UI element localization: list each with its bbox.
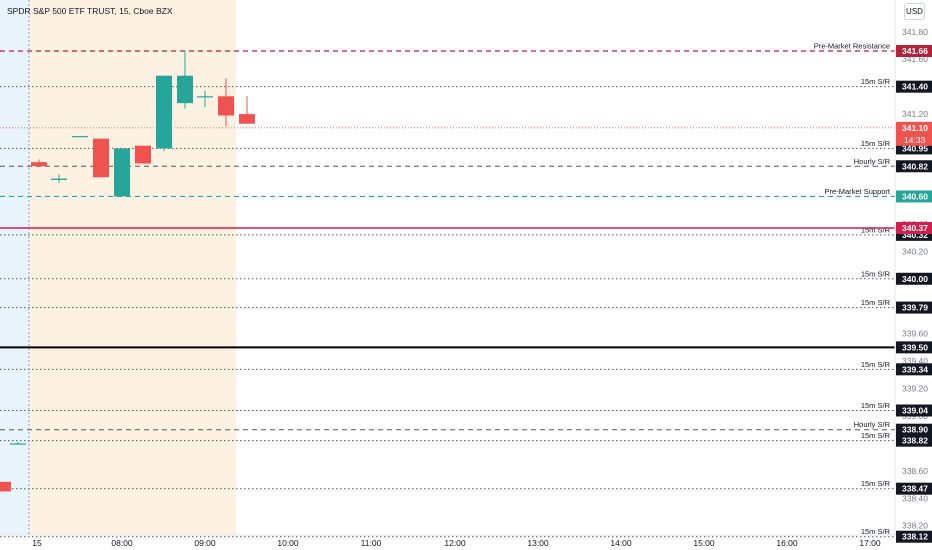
sr-level-label: 15m S/R xyxy=(861,77,891,86)
x-tick-label: 15 xyxy=(32,538,42,548)
x-tick-label: 14:00 xyxy=(610,538,632,548)
candle-body xyxy=(177,75,193,104)
chart-title: SPDR S&P 500 ETF TRUST, 15, Cboe BZX xyxy=(7,6,173,16)
sr-level-label: 15m S/R xyxy=(861,479,891,488)
candle-body xyxy=(114,148,130,197)
y-tick-label: 338.20 xyxy=(902,521,928,531)
y-tick-label: 339.60 xyxy=(902,329,928,339)
y-tick-label: 341.80 xyxy=(902,27,928,37)
price-badge xyxy=(896,363,932,376)
y-tick-label: 338.60 xyxy=(902,466,928,476)
price-badge-label: 338.90 xyxy=(902,425,928,435)
x-tick-label: 17:00 xyxy=(859,538,881,548)
price-badge xyxy=(896,482,932,495)
price-badge-label: 339.50 xyxy=(902,342,928,352)
price-badge-label: 341.66 xyxy=(902,46,928,56)
y-tick-label: 341.60 xyxy=(902,54,928,64)
price-badge xyxy=(896,341,932,354)
sr-level-label: 15m S/R xyxy=(861,360,891,369)
candle-body xyxy=(197,96,213,98)
price-badge-label: 339.04 xyxy=(902,405,928,415)
price-badge-label: 341.40 xyxy=(902,82,928,92)
sr-level-label: 15m S/R xyxy=(861,269,891,278)
candle-body xyxy=(135,145,151,164)
price-badge-label: 340.82 xyxy=(902,161,928,171)
price-badge xyxy=(896,404,932,417)
currency-button[interactable]: USD xyxy=(904,3,925,20)
candle-body xyxy=(31,162,47,167)
x-tick-label: 08:00 xyxy=(111,538,133,548)
candle-body xyxy=(93,138,109,178)
price-badge xyxy=(896,45,932,57)
y-tick-label: 338.40 xyxy=(902,493,928,503)
price-badge-label: 340.00 xyxy=(902,274,928,284)
price-badge-label: 338.12 xyxy=(902,532,928,542)
y-tick-label: 339.20 xyxy=(902,384,928,394)
pivot-badge-label: 340.37 xyxy=(902,223,928,233)
sr-level-label: 15m S/R xyxy=(861,401,891,410)
sr-level-label: 15m S/R xyxy=(861,431,891,440)
price-badge-label: 338.82 xyxy=(902,436,928,446)
countdown-label: 14:33 xyxy=(904,135,926,145)
price-badge xyxy=(896,190,932,203)
x-tick-label: 15:00 xyxy=(693,538,715,548)
price-badges: 341.66341.40340.95340.82340.60340.32340.… xyxy=(896,45,932,543)
price-axis[interactable]: 338.20338.40338.60338.80339.00339.20339.… xyxy=(894,0,928,535)
time-axis[interactable]: 15 08:00 09:00 10:00 11:00 12:00 13:00 14:00 15:… xyxy=(0,534,932,548)
price-badge xyxy=(896,80,932,93)
y-tick-label: 340.20 xyxy=(902,246,928,256)
sr-level-label: 15m S/R xyxy=(861,225,891,234)
price-badge-label: 340.60 xyxy=(902,191,928,201)
x-tick-label: 09:00 xyxy=(194,538,216,548)
price-badge-label: 339.34 xyxy=(902,364,928,374)
premarket-session-shade xyxy=(29,0,236,535)
x-tick-label: 11:00 xyxy=(361,538,382,548)
x-tick-label: 13:00 xyxy=(527,538,549,548)
sr-level-label: Hourly S/R xyxy=(854,157,891,166)
price-badge xyxy=(896,301,932,314)
last-price-badge xyxy=(896,121,932,146)
candle-body xyxy=(156,75,172,149)
x-tick-label: 16:00 xyxy=(776,538,798,548)
price-badge-label: 340.95 xyxy=(902,143,928,153)
sr-level-label: Pre-Market Resistance xyxy=(814,42,890,51)
price-badge-label: 338.47 xyxy=(902,484,928,494)
candle-body xyxy=(218,96,234,116)
price-badge xyxy=(896,160,932,173)
sr-level-label: Pre-Market Support xyxy=(825,187,891,196)
y-tick-label: 339.40 xyxy=(902,356,928,366)
pivot-badge xyxy=(896,222,932,234)
sr-level-label: 15m S/R xyxy=(861,298,891,307)
last-price-label: 341.10 xyxy=(902,123,928,133)
candle-body xyxy=(10,443,26,445)
sr-level-label: 15m S/R xyxy=(861,139,891,148)
price-badge xyxy=(896,434,932,447)
candle-body xyxy=(0,481,11,492)
price-badge-label: 339.79 xyxy=(902,303,928,313)
sr-level-label: 15m S/R xyxy=(861,527,891,536)
session-shading xyxy=(0,0,236,535)
candles xyxy=(0,51,255,492)
candle-body xyxy=(72,136,88,138)
prior-session-shade xyxy=(0,0,29,535)
y-tick-label: 341.20 xyxy=(902,109,928,119)
price-badge xyxy=(896,423,932,436)
candle-body xyxy=(239,114,255,124)
price-badge xyxy=(896,272,932,285)
sr-level-label: Hourly S/R xyxy=(854,420,891,429)
price-badge-label: 340.32 xyxy=(902,230,928,240)
x-tick-label: 10:00 xyxy=(277,538,299,548)
price-badge xyxy=(896,530,932,543)
sr-levels: Pre-Market Resistance 15m S/R 15m S/R Hourl… xyxy=(0,42,895,538)
x-tick-label: 12:00 xyxy=(444,538,466,548)
candle-body xyxy=(51,178,67,180)
